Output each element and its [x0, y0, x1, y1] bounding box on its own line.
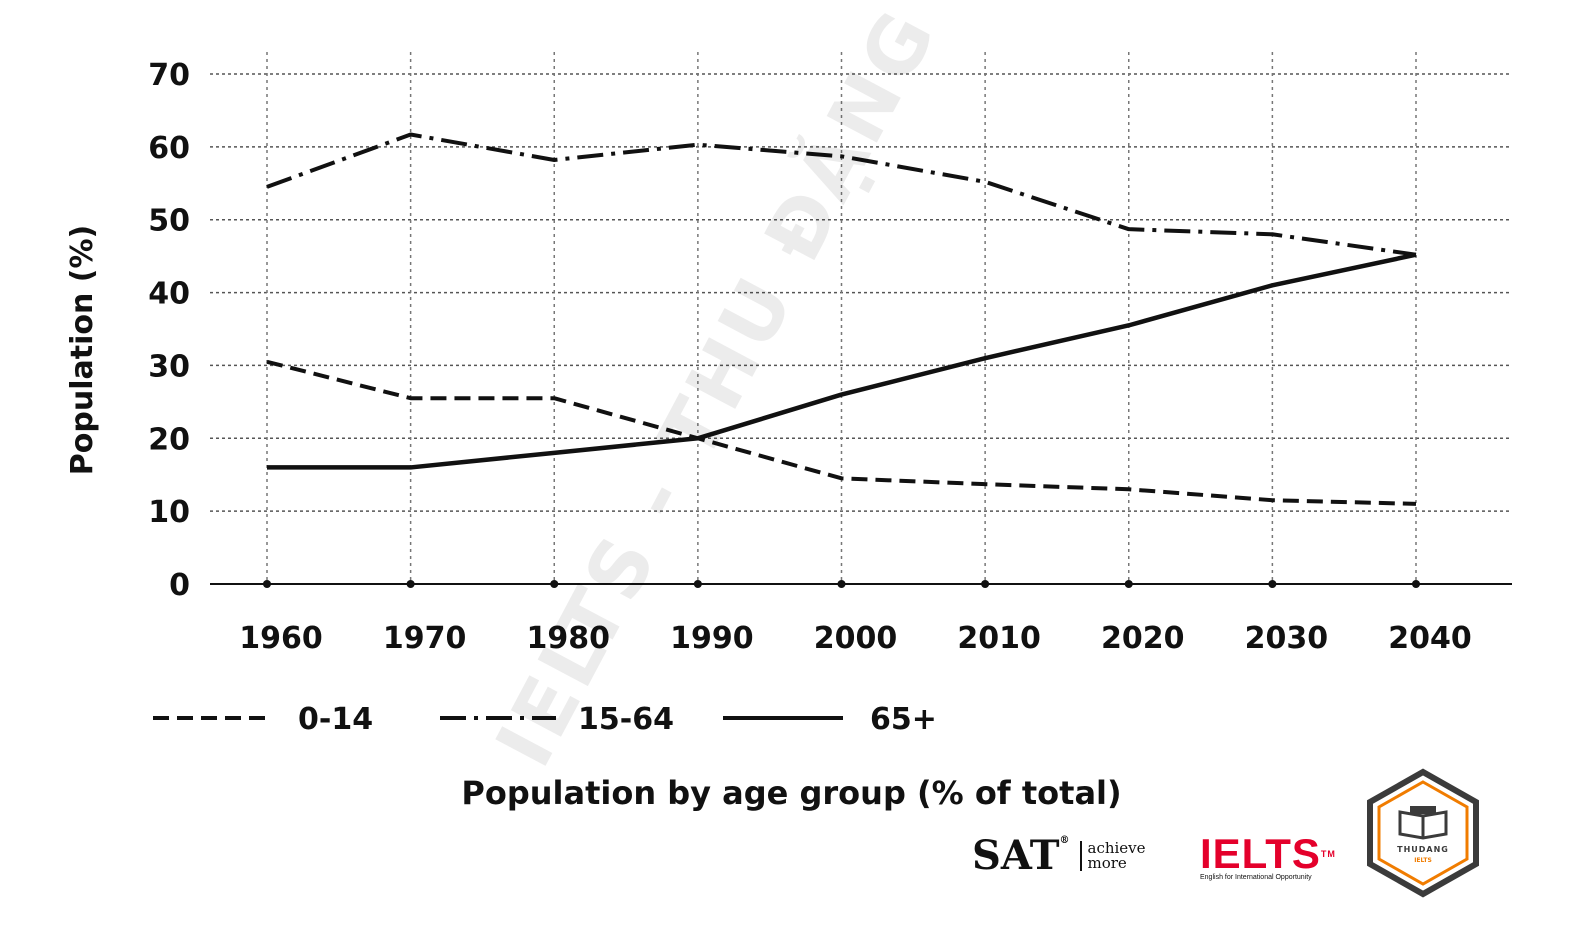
x-tick-label-2000: 2000: [814, 621, 898, 656]
watermark: IELTS - THU ĐẶNG: [477, 0, 955, 781]
y-axis-ticks: 0 10 20 30 40 50 60 70: [148, 58, 190, 603]
x-dot-1990: [693, 580, 702, 588]
sat-wordmark: SAT®: [972, 832, 1070, 879]
series-line-65plus: [267, 252, 1417, 470]
thudang-badge-logo: THUDANG IELTS: [1367, 768, 1479, 898]
y-tick-label-70: 70: [148, 58, 190, 93]
y-tick-label-60: 60: [148, 131, 190, 166]
x-dot-2000: [837, 580, 846, 588]
x-dot-1970: [406, 580, 415, 588]
sat-logo: SAT® achieve more: [972, 836, 1146, 876]
x-tick-label-2040: 2040: [1388, 621, 1472, 656]
x-dot-1960: [263, 580, 271, 588]
series-line-15-64: [266, 132, 1417, 257]
badge-text-main: THUDANG: [1397, 845, 1449, 854]
y-tick-label-50: 50: [148, 204, 190, 239]
book-icon: [1398, 806, 1448, 840]
x-tick-label-2010: 2010: [957, 621, 1041, 656]
grid: [210, 52, 1512, 585]
x-tick-label-2030: 2030: [1245, 621, 1329, 656]
x-dot-1980: [550, 580, 559, 588]
legend: 0-14 15-64 65+: [153, 702, 937, 737]
series-line-0-14: [266, 359, 1417, 506]
badge-text-sub: IELTS: [1414, 857, 1432, 864]
ielts-logo: IELTSTM English for International Opport…: [1200, 830, 1340, 882]
x-tick-label-2020: 2020: [1101, 621, 1185, 656]
x-dot-2030: [1268, 580, 1277, 588]
ielts-wordmark: IELTSTM: [1200, 830, 1336, 877]
x-dot-2020: [1124, 580, 1133, 588]
y-tick-label-40: 40: [148, 277, 190, 312]
y-tick-label-30: 30: [148, 349, 190, 384]
x-dot-2040: [1412, 580, 1420, 588]
legend-label-65plus: 65+: [870, 702, 937, 737]
x-axis-dots: [263, 580, 1420, 588]
y-axis-label: Population (%): [65, 225, 100, 475]
x-tick-label-1960: 1960: [239, 621, 323, 656]
chart-title: Population by age group (% of total): [461, 774, 1122, 812]
x-dot-2010: [981, 580, 990, 588]
x-tick-label-1990: 1990: [670, 621, 754, 656]
legend-label-15-64: 15-64: [578, 702, 674, 737]
y-tick-label-20: 20: [148, 422, 190, 457]
legend-label-0-14: 0-14: [298, 702, 373, 737]
ielts-subtitle: English for International Opportunity: [1200, 874, 1312, 881]
sat-tagline: achieve more: [1079, 841, 1146, 871]
y-tick-label-0: 0: [169, 568, 190, 603]
x-tick-label-1970: 1970: [383, 621, 467, 656]
y-tick-label-10: 10: [148, 495, 190, 530]
series-lines: [266, 132, 1417, 506]
x-axis-ticks: 1960 1970 1980 1990 2000 2010 2020 2030 2040: [239, 621, 1472, 656]
x-tick-label-1980: 1980: [527, 621, 611, 656]
